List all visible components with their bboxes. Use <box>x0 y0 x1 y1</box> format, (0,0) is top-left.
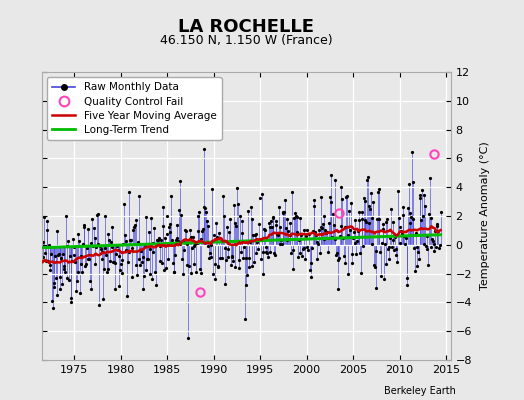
Text: Berkeley Earth: Berkeley Earth <box>384 386 456 396</box>
Legend: Raw Monthly Data, Quality Control Fail, Five Year Moving Average, Long-Term Tren: Raw Monthly Data, Quality Control Fail, … <box>47 77 222 140</box>
Text: LA ROCHELLE: LA ROCHELLE <box>178 18 314 36</box>
Text: 46.150 N, 1.150 W (France): 46.150 N, 1.150 W (France) <box>160 34 333 47</box>
Y-axis label: Temperature Anomaly (°C): Temperature Anomaly (°C) <box>481 142 490 290</box>
